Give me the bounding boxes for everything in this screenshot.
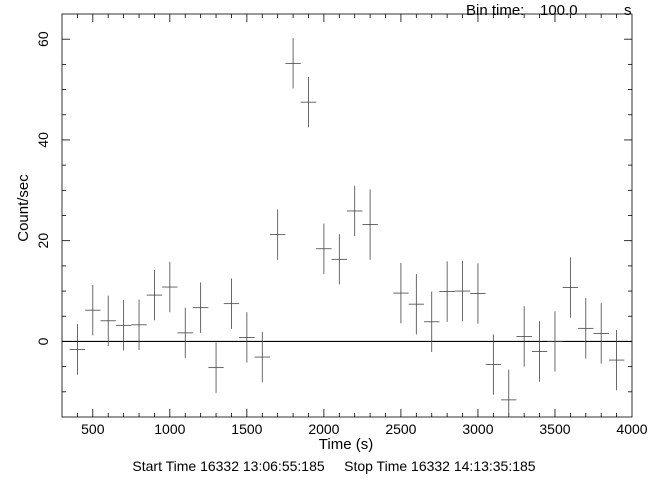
y-tick-label: 60 — [35, 31, 51, 47]
data-point — [100, 295, 116, 346]
data-point — [578, 298, 594, 359]
data-point — [115, 300, 132, 351]
x-tick-label: 2500 — [385, 421, 416, 437]
data-point — [146, 269, 163, 321]
data-point — [285, 38, 301, 89]
data-point — [531, 321, 548, 382]
data-point — [501, 369, 517, 417]
x-axis-title: Time (s) — [319, 436, 373, 453]
start-time-value: 16332 13:06:55:185 — [200, 458, 325, 474]
x-tick-label: 2000 — [308, 421, 339, 437]
data-point — [69, 324, 86, 375]
time-range-footer: Start Time 16332 13:06:55:185 Stop Time … — [0, 458, 668, 474]
data-point — [177, 307, 193, 359]
data-point — [516, 306, 532, 367]
data-point — [470, 263, 486, 324]
data-point — [269, 209, 286, 260]
data-point — [393, 262, 409, 324]
x-tick-label: 3500 — [539, 421, 570, 437]
bin-time-value: 100.0 — [540, 2, 578, 19]
data-point — [547, 311, 563, 372]
data-point — [362, 189, 378, 260]
data-point — [239, 312, 255, 363]
start-time-label: Start Time — [132, 458, 197, 474]
data-point — [208, 342, 224, 393]
data-point — [608, 329, 625, 391]
data-point — [347, 185, 363, 237]
data-point — [316, 223, 332, 274]
bin-time-label: Bin time: — [466, 2, 525, 19]
data-point — [408, 273, 425, 335]
x-tick-label: 4000 — [616, 421, 647, 437]
x-tick-label: 3000 — [462, 421, 493, 437]
data-point — [85, 285, 101, 336]
data-point — [223, 278, 240, 329]
data-point — [593, 303, 609, 364]
data-point — [331, 234, 347, 285]
y-axis-title: Count/sec — [15, 174, 32, 242]
data-points — [69, 38, 625, 417]
y-tick-label: 40 — [35, 132, 51, 148]
data-point — [454, 260, 471, 322]
data-point — [424, 291, 440, 353]
x-tick-label: 1500 — [231, 421, 262, 437]
data-point — [162, 261, 178, 313]
data-point — [439, 261, 455, 322]
y-tick-label: 20 — [35, 233, 51, 249]
plot-border — [61, 13, 633, 418]
data-point — [300, 76, 317, 128]
data-point — [192, 282, 209, 333]
data-point — [131, 299, 147, 351]
x-axis: 500 1000 1500 2000 2500 3000 3500 4000 — [77, 14, 648, 437]
plot-frame — [61, 13, 633, 418]
data-point — [562, 257, 579, 318]
data-point — [485, 334, 502, 395]
x-tick-label: 500 — [81, 421, 105, 437]
stop-time-label: Stop Time — [344, 458, 408, 474]
bin-time-unit: s — [624, 2, 632, 19]
stop-time-value: 16332 14:13:35:185 — [411, 458, 536, 474]
data-point — [254, 331, 270, 383]
y-axis: 0 20 40 60 — [35, 31, 632, 393]
y-tick-label: 0 — [35, 337, 51, 345]
x-tick-label: 1000 — [154, 421, 185, 437]
